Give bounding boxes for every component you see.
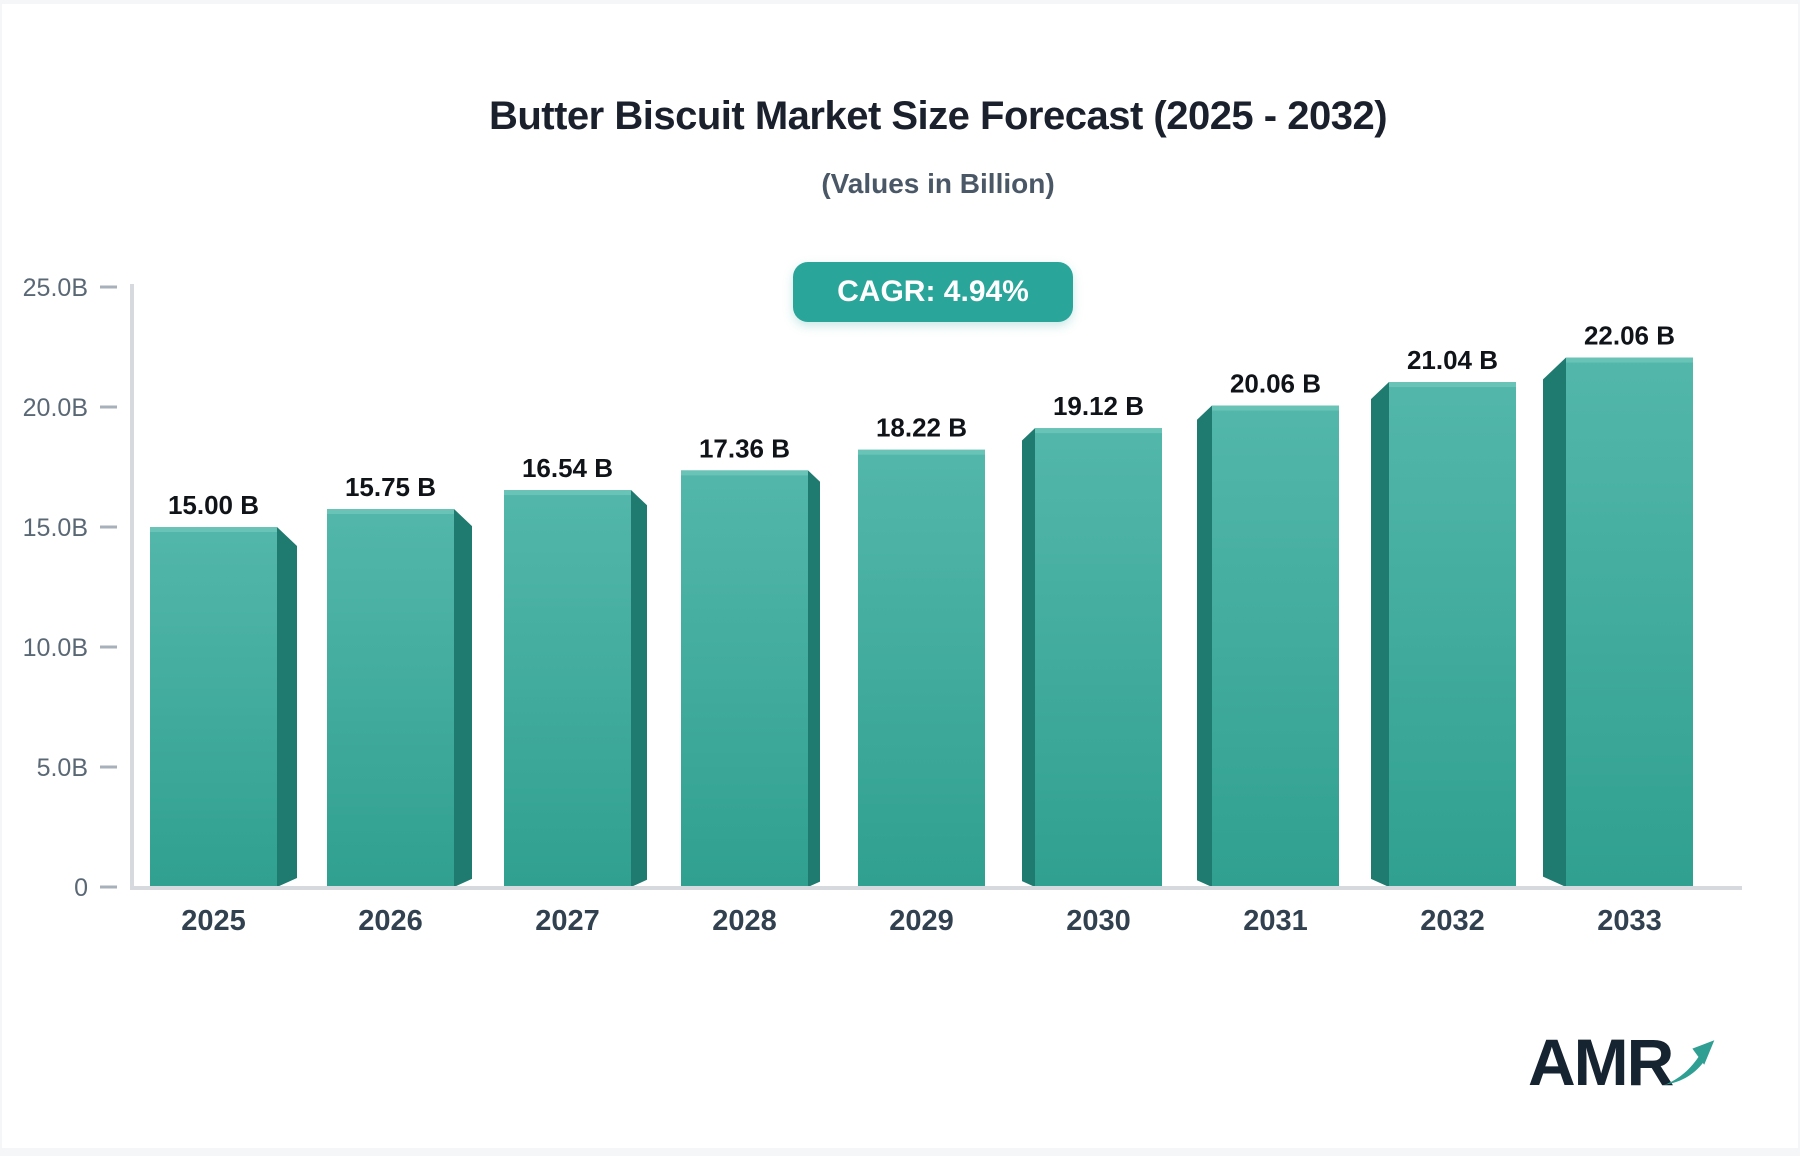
bar-front-face (150, 527, 277, 887)
bar-front-face (1035, 428, 1162, 887)
x-tick-label: 2033 (1597, 905, 1662, 937)
bar-top-highlight (858, 449, 985, 455)
cagr-badge: CAGR: 4.94% (793, 262, 1073, 322)
bar-side-face (1022, 428, 1035, 887)
x-axis: 2025 2026 2027 2028 2029 2030 2031 2032 2033 (181, 905, 1662, 937)
bar-side-face (1543, 357, 1566, 887)
bar-value-label: 16.54 B (522, 453, 613, 483)
bar-value-label: 21.04 B (1407, 345, 1498, 375)
bar-value-label: 18.22 B (876, 413, 967, 443)
bar-front-face (1566, 357, 1693, 887)
bar-2031: 20.06 B (1197, 369, 1339, 887)
bar-side-face (808, 470, 820, 887)
bar-front-face (1389, 382, 1516, 887)
bar-top-highlight (1035, 428, 1162, 434)
bar-side-face (1197, 405, 1212, 887)
x-tick-label: 2025 (181, 905, 246, 937)
bar-group: 15.00 B 15.75 B 16.54 B 17.36 B 18.22 B 19.12… (150, 321, 1693, 887)
y-tick-label: 25.0B (23, 274, 88, 302)
bar-side-face (1371, 382, 1389, 887)
chart-title: Butter Biscuit Market Size Forecast (202… (488, 94, 1388, 138)
x-tick-label: 2028 (712, 905, 777, 937)
amr-logo-text: AMR (1528, 1025, 1674, 1099)
bar-front-face (327, 509, 454, 887)
bar-front-face (1212, 405, 1339, 887)
y-axis: 0 5.0B 10.0B 15.0B 20.0B 25.0B (23, 274, 117, 902)
bar-2032: 21.04 B (1371, 345, 1516, 887)
bar-value-label: 15.00 B (168, 490, 259, 520)
bar-front-face (858, 449, 985, 887)
bar-top-highlight (681, 470, 808, 476)
bar-top-highlight (504, 490, 631, 496)
x-tick-label: 2026 (358, 905, 423, 937)
y-tick-label: 5.0B (37, 754, 88, 782)
bar-side-face (631, 490, 647, 887)
x-tick-label: 2027 (535, 905, 600, 937)
y-tick-label: 15.0B (23, 514, 88, 542)
bar-value-label: 15.75 B (345, 472, 436, 502)
bar-2033: 22.06 B (1543, 321, 1693, 887)
x-tick-label: 2031 (1243, 905, 1308, 937)
bar-top-highlight (1389, 382, 1516, 388)
chart-subtitle: (Values in Billion) (821, 168, 1055, 199)
y-tick-label: 10.0B (23, 634, 88, 662)
bar-top-highlight (1212, 405, 1339, 411)
bar-2029: 18.22 B (858, 413, 985, 887)
growth-arrow-icon (1664, 1040, 1715, 1085)
bar-2030: 19.12 B (1022, 391, 1162, 887)
bar-front-face (504, 490, 631, 887)
bar-value-label: 20.06 B (1230, 369, 1321, 399)
bar-side-face (454, 509, 472, 887)
bar-value-label: 19.12 B (1053, 391, 1144, 421)
bar-side-face (277, 527, 297, 887)
bar-front-face (681, 470, 808, 887)
arrow-tail (1664, 1054, 1707, 1085)
bar-top-highlight (327, 509, 454, 514)
y-tick-label: 20.0B (23, 394, 88, 422)
bar-2027: 16.54 B (504, 453, 647, 887)
arrow-head (1692, 1040, 1715, 1065)
bar-value-label: 22.06 B (1584, 321, 1675, 351)
bar-2026: 15.75 B (327, 472, 472, 887)
bar-top-highlight (1566, 357, 1693, 363)
bar-2028: 17.36 B (681, 433, 820, 887)
x-tick-label: 2029 (889, 905, 954, 937)
x-tick-label: 2032 (1420, 905, 1485, 937)
bar-2025: 15.00 B (150, 490, 297, 887)
x-tick-label: 2030 (1066, 905, 1131, 937)
bar-value-label: 17.36 B (699, 433, 790, 463)
y-tick-label: 0 (74, 874, 88, 902)
bar-top-highlight (150, 527, 277, 532)
amr-logo: AMR (1528, 1025, 1716, 1099)
